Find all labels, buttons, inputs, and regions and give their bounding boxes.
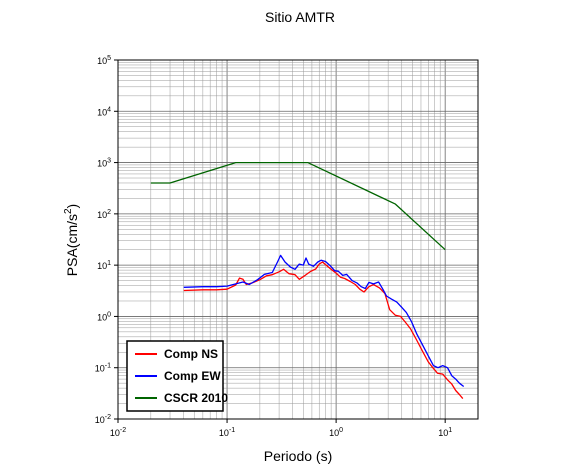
- data-series: [150, 161, 465, 400]
- y-tick-label-base: 10: [97, 107, 107, 117]
- y-tick-label: 10-2: [95, 414, 111, 425]
- y-tick-label: 105: [97, 55, 111, 66]
- y-tick-label-base: 10: [97, 159, 107, 169]
- y-tick-label-exponent: -2: [105, 414, 111, 421]
- chart-title: Sitio AMTR: [265, 9, 335, 25]
- y-tick-label-exponent: 0: [107, 311, 111, 318]
- y-tick-label: 102: [97, 209, 111, 220]
- y-tick-label-exponent: -1: [105, 363, 111, 370]
- y-tick-label-exponent: 5: [107, 55, 111, 62]
- y-tick-label: 10-1: [95, 363, 111, 374]
- x-axis-label: Periodo (s): [264, 448, 332, 464]
- y-axis-label-close: ): [64, 204, 80, 209]
- y-tick-label-base: 10: [95, 364, 105, 374]
- y-tick-label: 104: [97, 106, 111, 117]
- series-line-comp-ew: [183, 254, 465, 388]
- legend-label: Comp NS: [164, 347, 218, 361]
- y-tick-label-base: 10: [97, 261, 107, 271]
- x-tick-label-exponent: 0: [339, 427, 343, 434]
- x-tick-label-exponent: 1: [448, 427, 452, 434]
- y-tick-label-exponent: 2: [107, 209, 111, 216]
- x-tick-label-exponent: -2: [120, 427, 126, 434]
- y-tick-label-exponent: 3: [107, 158, 111, 165]
- y-axis-label-base: PSA(cm/s: [64, 214, 80, 276]
- x-tick-label: 10-2: [110, 427, 126, 438]
- plot-frame: [117, 59, 479, 420]
- y-tick-label-base: 10: [97, 56, 107, 66]
- y-axis-label: PSA(cm/s2): [63, 204, 80, 276]
- x-tick-label: 100: [329, 427, 343, 438]
- y-tick-label: 101: [97, 260, 111, 271]
- series-line-cscr-2010: [150, 161, 446, 251]
- legend-label: CSCR 2010: [164, 391, 228, 405]
- x-tick-label-base: 10: [219, 428, 229, 438]
- x-tick-label: 101: [438, 427, 452, 438]
- y-tick-label-base: 10: [97, 312, 107, 322]
- y-tick-label-exponent: 4: [107, 106, 111, 113]
- x-tick-label-base: 10: [329, 428, 339, 438]
- x-tick-label-exponent: -1: [229, 427, 235, 434]
- y-tick-label-base: 10: [97, 210, 107, 220]
- y-tick-label: 103: [97, 158, 111, 169]
- x-tick-label: 10-1: [219, 427, 235, 438]
- x-tick-label-base: 10: [438, 428, 448, 438]
- y-tick-label-base: 10: [95, 415, 105, 425]
- y-axis-label-exponent: 2: [63, 208, 74, 214]
- y-tick-label-exponent: 1: [107, 260, 111, 267]
- y-tick-label: 100: [97, 311, 111, 322]
- x-tick-label-base: 10: [110, 428, 120, 438]
- chart-legend: Comp NS Comp EW CSCR 2010: [126, 340, 228, 412]
- legend-label: Comp EW: [164, 369, 221, 383]
